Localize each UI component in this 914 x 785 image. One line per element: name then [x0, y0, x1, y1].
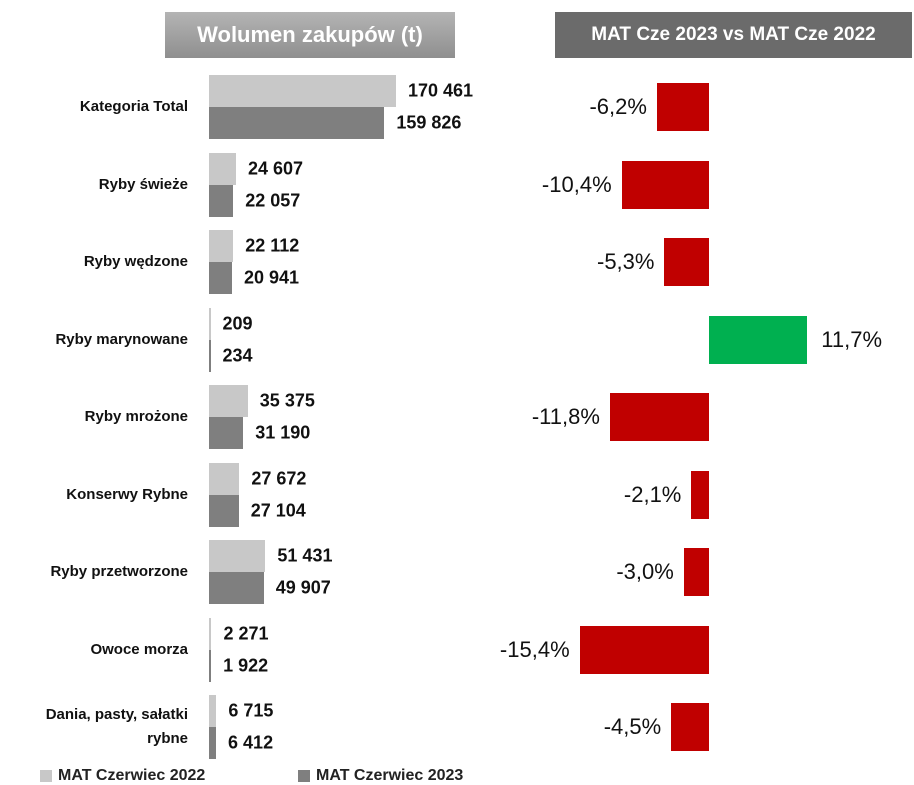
- bar: [709, 315, 808, 364]
- bar: [621, 160, 709, 209]
- value-label: 24 607: [247, 158, 304, 178]
- bar: [209, 695, 217, 727]
- bar: [691, 470, 709, 519]
- bar: [209, 152, 236, 185]
- value-label: 11,7%: [821, 326, 883, 352]
- bar: [209, 462, 240, 495]
- bar: [209, 417, 244, 449]
- category-label: Ryby wędzone: [83, 253, 188, 270]
- legend-swatch: [40, 770, 52, 782]
- legend-label: MAT Czerwiec 2023: [316, 767, 464, 784]
- chart-title: Wolumen zakupów (t): [165, 12, 455, 58]
- value-label: 234: [222, 345, 253, 365]
- value-label: -3,0%: [616, 559, 674, 584]
- bar: [209, 494, 239, 527]
- value-label: 20 941: [243, 267, 300, 288]
- value-label: -5,3%: [597, 249, 655, 274]
- bar: [656, 83, 709, 131]
- chart-title: MAT Cze 2023 vs MAT Cze 2022: [555, 12, 912, 58]
- bar: [209, 107, 385, 139]
- value-label: 1 922: [223, 655, 269, 675]
- value-label: 31 190: [255, 422, 311, 443]
- value-label: 51 431: [277, 545, 333, 566]
- bar: [209, 617, 212, 650]
- bar: [209, 307, 211, 340]
- value-label: 22 112: [245, 235, 300, 256]
- value-label: 6 412: [228, 732, 274, 753]
- bar: [209, 262, 232, 294]
- legend-label: MAT Czerwiec 2022: [58, 767, 206, 784]
- value-label: 2 271: [223, 623, 269, 643]
- value-label: 159 826: [396, 112, 462, 133]
- category-label: Dania, pasty, sałatki rybne: [45, 706, 188, 747]
- value-label: -2,1%: [623, 481, 682, 507]
- value-label: 22 057: [245, 190, 301, 210]
- bar: [209, 385, 248, 417]
- category-label: Ryby marynowane: [55, 330, 188, 348]
- bar: [664, 238, 709, 286]
- bar: [209, 727, 217, 759]
- value-label: -11,8%: [531, 404, 600, 429]
- bar: [209, 184, 234, 217]
- value-label: 49 907: [275, 577, 331, 598]
- value-label: 35 375: [259, 390, 315, 411]
- value-label: 27 672: [251, 468, 307, 488]
- value-label: 27 104: [250, 500, 306, 520]
- bar: [209, 572, 264, 604]
- value-label: -15,4%: [499, 636, 570, 662]
- value-label: -4,5%: [603, 714, 662, 739]
- category-label: Owoce morza: [90, 640, 188, 658]
- bar: [609, 393, 709, 441]
- bar: [579, 625, 709, 674]
- value-label: 6 715: [228, 700, 274, 721]
- bar: [209, 75, 396, 107]
- category-label: Ryby mrożone: [84, 408, 188, 425]
- category-label: Konserwy Rybne: [66, 485, 188, 503]
- bar: [209, 339, 211, 372]
- category-label: Ryby świeże: [98, 175, 188, 193]
- value-label: -6,2%: [589, 94, 647, 119]
- value-label: 170 461: [408, 80, 474, 101]
- category-label: Kategoria Total: [79, 98, 188, 115]
- bar: [209, 649, 212, 682]
- bar: [209, 230, 234, 262]
- legend-swatch: [298, 770, 310, 782]
- category-label: Ryby przetworzone: [50, 563, 188, 580]
- value-label: 209: [222, 313, 253, 333]
- bar: [671, 703, 709, 751]
- bar: [683, 548, 709, 596]
- value-label: -10,4%: [541, 171, 612, 197]
- bar: [209, 540, 266, 572]
